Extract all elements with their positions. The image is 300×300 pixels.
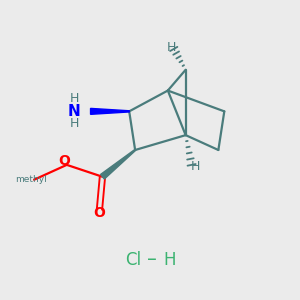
Text: –: – [146,250,156,269]
Polygon shape [100,149,136,179]
Polygon shape [91,108,129,114]
Text: O: O [94,206,105,220]
Text: H: H [70,117,79,130]
Text: H: H [70,92,79,105]
Text: N: N [68,104,81,119]
Text: H: H [167,41,176,54]
Text: Cl: Cl [126,251,142,269]
Text: H: H [190,160,200,173]
Text: methyl: methyl [15,175,47,184]
Text: H: H [163,251,176,269]
Text: O: O [58,154,70,168]
